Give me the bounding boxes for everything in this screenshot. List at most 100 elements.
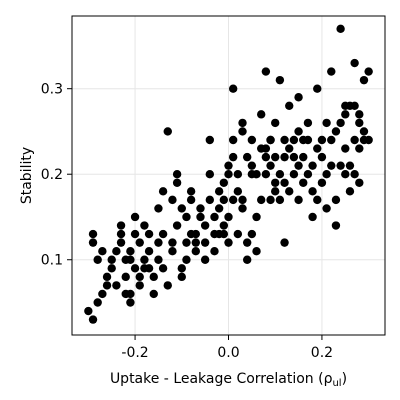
data-point [303, 118, 313, 128]
data-point [275, 195, 285, 205]
data-point [294, 93, 303, 102]
data-point [102, 272, 112, 282]
data-point [168, 246, 177, 256]
data-point [350, 170, 359, 179]
data-point [336, 161, 345, 170]
data-point [322, 170, 331, 179]
data-point [196, 212, 205, 222]
data-point [88, 238, 98, 247]
data-point [350, 58, 359, 68]
data-point [266, 161, 275, 170]
data-point [126, 289, 135, 299]
data-point [313, 195, 322, 205]
data-point [303, 135, 313, 145]
data-point [280, 238, 289, 247]
data-point [121, 272, 130, 282]
data-point [163, 127, 172, 136]
data-point [271, 187, 280, 196]
data-point [322, 118, 331, 128]
data-point [261, 170, 271, 179]
data-point [219, 221, 229, 230]
data-point [196, 204, 205, 213]
x-axis-label-main: Uptake - Leakage Correlation ( [110, 371, 324, 387]
data-point [261, 67, 271, 76]
data-point [247, 229, 257, 239]
data-point [271, 178, 280, 187]
data-point [327, 135, 336, 145]
y-tick-label: 0.2 [41, 167, 63, 183]
data-point [112, 246, 121, 256]
data-point [289, 170, 299, 179]
data-point [200, 221, 210, 230]
data-point [364, 67, 373, 76]
data-point [280, 178, 289, 187]
data-point [154, 255, 163, 264]
data-point [200, 255, 210, 264]
data-point [266, 195, 275, 205]
data-point [238, 204, 247, 213]
data-point [257, 110, 266, 119]
data-point [313, 84, 322, 93]
data-point [299, 178, 308, 187]
data-point [191, 229, 200, 239]
data-point [168, 238, 177, 247]
data-point [350, 135, 359, 145]
data-point [327, 67, 336, 76]
data-point [271, 118, 280, 128]
data-point [224, 238, 233, 247]
data-point [252, 170, 261, 179]
data-point [116, 221, 126, 230]
data-point [341, 144, 350, 153]
data-point [172, 170, 182, 179]
data-point [191, 246, 200, 256]
data-point [224, 170, 233, 179]
data-point [313, 144, 322, 153]
x-tick-label: -0.2 [121, 345, 148, 361]
data-point [130, 229, 140, 239]
data-point [158, 264, 168, 273]
data-point [247, 135, 257, 145]
data-point [252, 212, 261, 222]
data-point [228, 135, 238, 145]
data-point [214, 204, 224, 213]
data-point [177, 264, 186, 273]
data-point [303, 170, 313, 179]
data-point [107, 264, 116, 273]
data-point [168, 195, 177, 205]
data-point [219, 195, 229, 205]
data-point [154, 238, 163, 247]
data-point [158, 229, 168, 239]
data-point [238, 127, 247, 136]
data-point [327, 161, 336, 170]
data-point [331, 195, 341, 205]
data-point [294, 161, 303, 170]
data-point [126, 255, 135, 264]
data-point [238, 118, 247, 128]
data-point [98, 289, 107, 299]
data-point [144, 246, 154, 256]
data-point [280, 135, 289, 145]
data-point [182, 212, 191, 222]
data-point [355, 110, 364, 119]
data-point [271, 152, 280, 162]
data-point [219, 178, 229, 187]
data-point [336, 24, 345, 34]
data-point [93, 255, 102, 264]
data-point [93, 298, 102, 307]
data-point [228, 152, 238, 162]
data-point [163, 281, 172, 290]
data-point [266, 135, 275, 145]
data-point [345, 161, 355, 170]
data-point [261, 144, 271, 153]
data-point [182, 255, 191, 264]
data-point [317, 178, 327, 187]
data-point [294, 127, 303, 136]
data-point [144, 264, 154, 273]
data-point [205, 170, 215, 179]
data-point [242, 238, 252, 247]
data-point [364, 135, 373, 145]
data-point [308, 161, 317, 170]
y-tick-label: 0.3 [41, 82, 63, 98]
data-point [257, 195, 266, 205]
